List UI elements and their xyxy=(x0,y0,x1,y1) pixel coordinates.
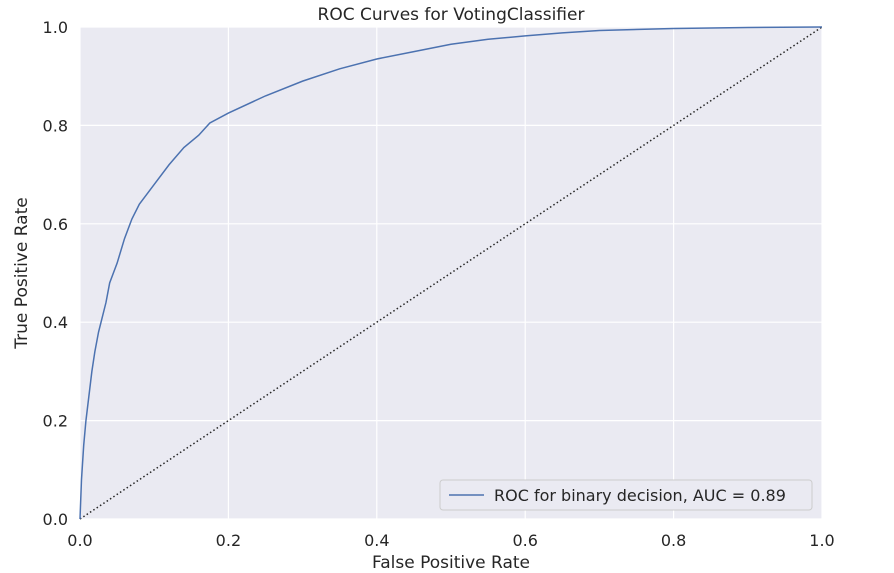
legend-label-roc: ROC for binary decision, AUC = 0.89 xyxy=(494,486,786,505)
y-axis-title: True Positive Rate xyxy=(12,197,32,349)
legend-box xyxy=(439,479,813,511)
chance-diagonal-line xyxy=(79,26,823,520)
x-tick-label: 0.0 xyxy=(67,531,92,550)
legend: ROC for binary decision, AUC = 0.89 xyxy=(439,479,813,511)
y-tick-label: 1.0 xyxy=(43,18,68,37)
y-tick-label: 0.2 xyxy=(43,412,68,431)
roc-curve-line xyxy=(79,26,823,520)
y-tick-label: 0.0 xyxy=(43,510,68,529)
x-tick-label: 0.6 xyxy=(512,531,537,550)
x-tick-label: 0.8 xyxy=(661,531,686,550)
grid-lines xyxy=(79,26,823,520)
y-tick-label: 0.8 xyxy=(43,116,68,135)
x-axis-title: False Positive Rate xyxy=(372,553,530,573)
y-tick-label: 0.4 xyxy=(43,313,68,332)
chart-title: ROC Curves for VotingClassifier xyxy=(318,5,585,25)
y-tick-label: 0.6 xyxy=(43,215,68,234)
x-tick-label: 1.0 xyxy=(809,531,834,550)
x-tick-label: 0.2 xyxy=(216,531,241,550)
y-tick-labels: 0.0 0.2 0.4 0.6 0.8 1.0 xyxy=(43,18,68,529)
x-tick-labels: 0.0 0.2 0.4 0.6 0.8 1.0 xyxy=(67,531,834,550)
x-tick-label: 0.4 xyxy=(364,531,389,550)
